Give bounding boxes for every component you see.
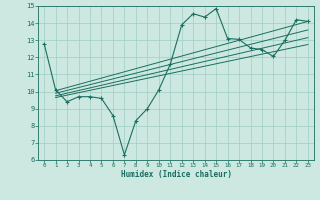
X-axis label: Humidex (Indice chaleur): Humidex (Indice chaleur) — [121, 170, 231, 179]
